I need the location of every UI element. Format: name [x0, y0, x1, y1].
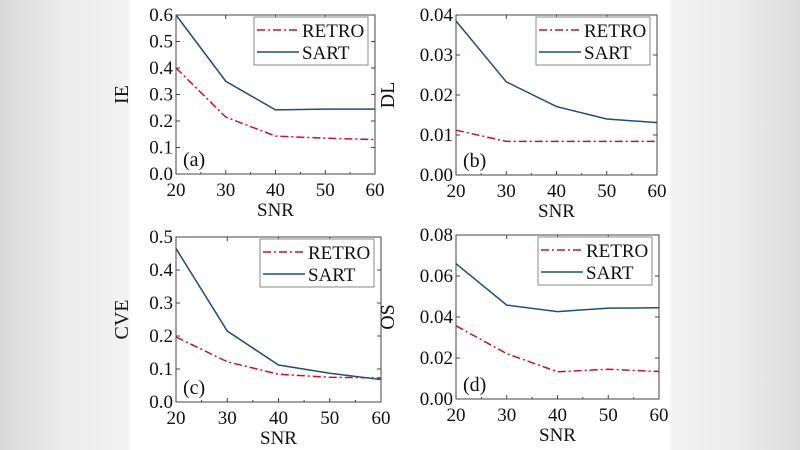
- panel-a: 20 30 40 50 60 0.0 0.1 0.2 0.3 0.4 0.5 0.6 SNR IE RETR…: [111, 5, 385, 221]
- legend-box: [253, 16, 369, 66]
- x-tick-label: 40: [269, 408, 288, 429]
- x-tick-label: 30: [218, 408, 237, 429]
- legend-label: SART: [308, 265, 356, 286]
- x-tick-label: 40: [547, 181, 566, 202]
- panel-d: 20 30 40 50 60 0.00 0.02 0.04 0.06 0.08 SNR OS RETRO…: [377, 225, 669, 446]
- y-tick-label: 0.3: [149, 293, 173, 314]
- y-tick-label: 0.00: [420, 389, 453, 410]
- y-axis-label: OS: [377, 304, 399, 330]
- x-tick-label: 20: [167, 180, 186, 201]
- y-tick-label: 0.02: [420, 348, 453, 369]
- series-line-sart: [175, 14, 375, 111]
- x-axis-label: SNR: [538, 201, 575, 222]
- legend-label: RETRO: [584, 21, 646, 42]
- x-tick-label: 60: [648, 181, 667, 202]
- y-axis-label: DL: [377, 82, 399, 109]
- series-line-retro: [175, 67, 376, 141]
- legend-box: [259, 238, 375, 288]
- legend-label: RETRO: [308, 243, 370, 264]
- legend-label: SART: [302, 43, 350, 64]
- y-axis-label: IE: [111, 85, 133, 104]
- y-axis-label: CVE: [111, 300, 133, 340]
- x-tick-label: 60: [650, 405, 669, 426]
- y-tick-label: 0.0: [149, 164, 173, 185]
- x-tick-label: 20: [447, 181, 466, 202]
- y-tick-label: 0.1: [149, 359, 173, 380]
- y-tick-label: 0.2: [149, 111, 173, 132]
- x-tick-label: 20: [447, 405, 466, 426]
- legend-label: RETRO: [302, 21, 364, 42]
- series-line-retro: [455, 129, 657, 143]
- legend-box: [535, 16, 651, 66]
- y-tick-label: 0.01: [420, 125, 453, 146]
- y-tick-label: 0.06: [420, 266, 453, 287]
- x-axis-label: SNR: [539, 425, 576, 446]
- y-tick-label: 0.3: [149, 85, 173, 106]
- y-tick-label: 0.02: [420, 85, 453, 106]
- series-line-retro: [175, 336, 382, 379]
- series-line-sart: [175, 248, 382, 381]
- panel-c: 20 30 40 50 60 0.0 0.1 0.2 0.3 0.4 0.5 SNR CVE RETROS…: [111, 227, 391, 449]
- y-tick-label: 0.4: [149, 260, 173, 281]
- legend-label: SART: [584, 43, 632, 64]
- x-tick-label: 40: [548, 405, 567, 426]
- x-axis-label: SNR: [257, 200, 294, 221]
- x-tick-label: 20: [167, 408, 186, 429]
- y-tick-label: 0.04: [420, 5, 454, 26]
- x-tick-label: 30: [216, 180, 235, 201]
- legend-box: [537, 236, 653, 286]
- y-tick-label: 0.04: [420, 307, 454, 328]
- y-tick-label: 0.5: [149, 32, 173, 53]
- panel-b: 20 30 40 50 60 0.00 0.01 0.02 0.03 0.04 SNR DL RETRO…: [377, 5, 667, 222]
- y-tick-label: 0.5: [149, 227, 173, 248]
- panel-label: (d): [463, 374, 486, 396]
- x-tick-label: 50: [599, 405, 618, 426]
- y-tick-label: 0.0: [149, 392, 173, 413]
- series-line-retro: [455, 325, 660, 373]
- y-tick-label: 0.1: [149, 138, 173, 159]
- x-tick-label: 30: [497, 405, 516, 426]
- y-tick-label: 0.4: [149, 58, 173, 79]
- x-axis-label: SNR: [260, 428, 297, 449]
- y-tick-label: 0.2: [149, 326, 173, 347]
- series-line-sart: [455, 20, 658, 124]
- panel-label: (c): [183, 377, 205, 399]
- x-tick-label: 30: [497, 181, 516, 202]
- y-tick-label: 0.00: [420, 165, 453, 186]
- legend-label: SART: [586, 263, 634, 284]
- x-tick-label: 50: [597, 181, 616, 202]
- x-tick-label: 50: [316, 180, 335, 201]
- y-tick-label: 0.08: [420, 225, 453, 246]
- panel-label: (b): [463, 150, 486, 172]
- x-tick-label: 50: [320, 408, 339, 429]
- x-tick-label: 60: [366, 180, 385, 201]
- panel-label: (a): [183, 149, 205, 171]
- legend-label: RETRO: [586, 241, 648, 262]
- y-tick-label: 0.6: [149, 5, 173, 26]
- x-tick-label: 60: [372, 408, 391, 429]
- y-tick-label: 0.03: [420, 45, 453, 66]
- series-line-sart: [455, 263, 660, 313]
- x-tick-label: 40: [266, 180, 285, 201]
